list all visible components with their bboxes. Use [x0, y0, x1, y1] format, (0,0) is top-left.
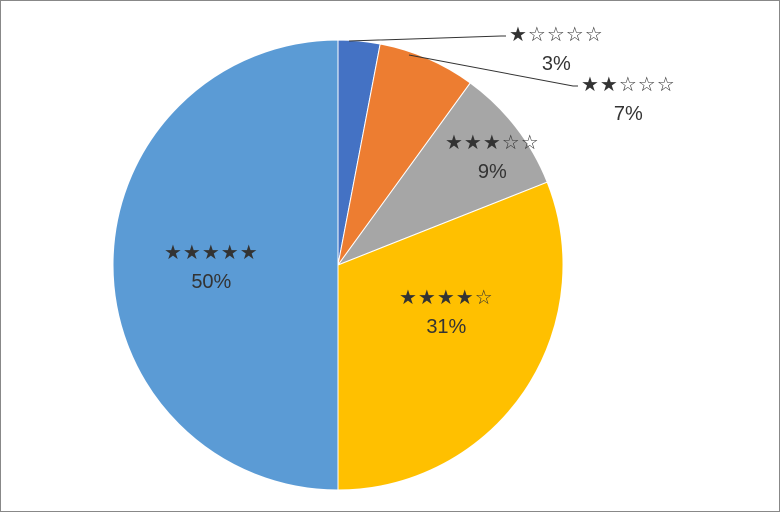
stars-two_star: ★★☆☆☆ [581, 74, 676, 96]
percent-three_star: 9% [478, 161, 507, 183]
leader-line-one_star [349, 36, 506, 41]
stars-one_star: ★☆☆☆☆ [509, 24, 604, 46]
percent-four_star: 31% [426, 316, 466, 338]
pie-chart: ★☆☆☆☆ 3% ★★☆☆☆ 7% ★★★☆☆ 9% ★★★★☆ 31% ★★★★★ 50% [1, 1, 779, 511]
slice-label-two_star: ★★☆☆☆ 7% [581, 71, 676, 129]
percent-one_star: 3% [542, 53, 571, 75]
slice-label-three_star: ★★★☆☆ 9% [445, 129, 540, 187]
stars-three_star: ★★★☆☆ [445, 132, 540, 154]
percent-two_star: 7% [614, 103, 643, 125]
percent-five_star: 50% [191, 271, 231, 293]
slice-label-four_star: ★★★★☆ 31% [399, 284, 494, 342]
chart-frame: ★☆☆☆☆ 3% ★★☆☆☆ 7% ★★★☆☆ 9% ★★★★☆ 31% ★★★★★ 50% [0, 0, 780, 512]
stars-five_star: ★★★★★ [164, 242, 259, 264]
stars-four_star: ★★★★☆ [399, 287, 494, 309]
slice-label-five_star: ★★★★★ 50% [164, 239, 259, 297]
